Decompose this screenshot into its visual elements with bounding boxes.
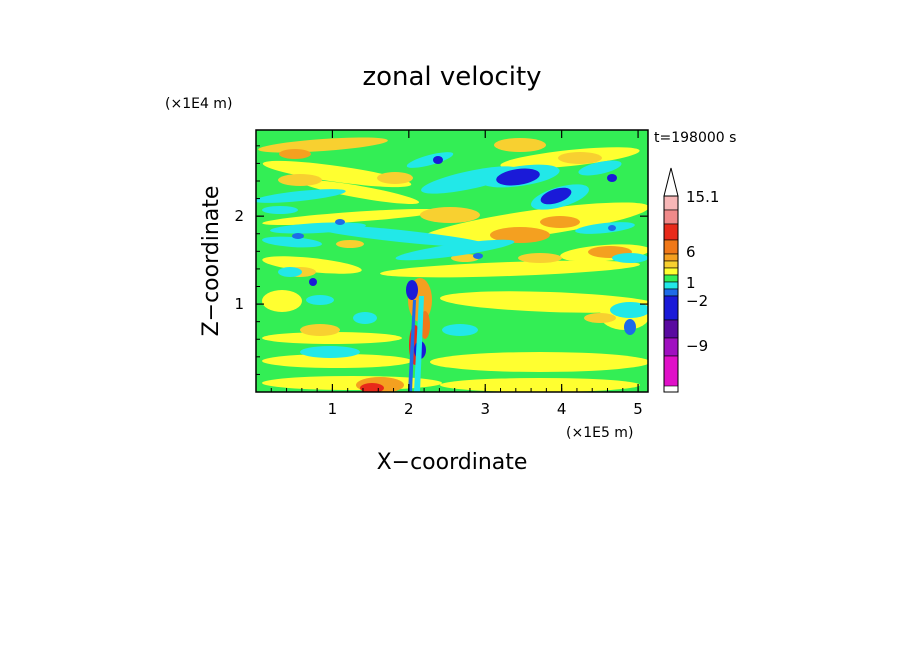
wave-streak bbox=[408, 300, 416, 392]
warm-core bbox=[558, 152, 602, 164]
colorbar-level bbox=[663, 281, 679, 290]
warm-core bbox=[336, 240, 364, 248]
blue-core bbox=[540, 187, 572, 205]
colorbar-level bbox=[663, 337, 679, 357]
velocity-field bbox=[256, 130, 648, 392]
cyan-band bbox=[442, 324, 478, 336]
yellow-band bbox=[421, 202, 648, 244]
blue-core bbox=[292, 233, 304, 239]
colorbar-tick-label: −2 bbox=[686, 292, 708, 310]
blue-core bbox=[406, 280, 418, 300]
colorbar-top-arrow bbox=[663, 167, 679, 197]
yellow-band bbox=[262, 332, 402, 344]
yellow-band bbox=[262, 208, 442, 226]
blue-core bbox=[607, 174, 617, 182]
colorbar-level bbox=[663, 267, 679, 276]
yellow-band bbox=[440, 378, 640, 392]
colorbar-frame bbox=[663, 195, 679, 393]
yellow-band bbox=[262, 256, 362, 274]
blue-core bbox=[433, 156, 443, 164]
warm-core bbox=[278, 174, 322, 186]
cyan-band bbox=[575, 222, 635, 234]
blue-core bbox=[608, 225, 616, 231]
colorbar-tick-label: −9 bbox=[686, 337, 708, 355]
cyan-band bbox=[300, 346, 360, 358]
plot-frame bbox=[255, 129, 649, 393]
blue-core bbox=[309, 278, 317, 286]
cyan-band bbox=[406, 152, 454, 168]
colorbar-level bbox=[663, 223, 679, 241]
colorbar-level bbox=[663, 319, 679, 339]
wave-streak bbox=[414, 296, 424, 392]
colorbar: 15.1 6 1−2 −9 bbox=[663, 167, 719, 393]
cyan-band bbox=[256, 189, 346, 203]
cyan-band bbox=[612, 253, 648, 263]
warm-core bbox=[490, 227, 550, 243]
yellow-band bbox=[430, 352, 648, 372]
x-tick-label: 1 bbox=[328, 400, 338, 418]
warm-core bbox=[518, 253, 562, 263]
x-axis-label: X−coordinate bbox=[377, 450, 528, 475]
warm-core bbox=[420, 207, 480, 223]
colorbar-level bbox=[663, 209, 679, 225]
x-tick-label: 5 bbox=[633, 400, 643, 418]
y-unit-label: (×1E4 m) bbox=[165, 96, 232, 112]
colorbar-level bbox=[663, 260, 679, 269]
colorbar-level bbox=[663, 295, 679, 321]
yellow-band bbox=[262, 290, 302, 312]
warm-core bbox=[540, 216, 580, 228]
cyan-band bbox=[610, 302, 648, 318]
cyan-band bbox=[262, 206, 298, 214]
colorbar-level bbox=[663, 355, 679, 387]
colorbar-tick-label: 6 bbox=[686, 243, 696, 261]
cyan-band bbox=[353, 312, 377, 324]
warm-core bbox=[451, 254, 479, 262]
yellow-band bbox=[262, 354, 412, 368]
x-tick-label: 2 bbox=[404, 400, 414, 418]
x-tick-label: 4 bbox=[557, 400, 567, 418]
y-tick-label: 1 bbox=[234, 295, 244, 313]
cyan-band bbox=[262, 236, 322, 248]
yellow-band bbox=[262, 160, 412, 188]
y-tick-label: 2 bbox=[234, 207, 244, 225]
colorbar-level bbox=[663, 253, 679, 262]
blue-core bbox=[496, 168, 540, 186]
blue-core bbox=[335, 219, 345, 225]
cyan-band bbox=[310, 224, 490, 248]
x-ticks: 1 2 3 4 5 bbox=[270, 130, 643, 418]
warm-core bbox=[377, 172, 413, 184]
colorbar-level bbox=[663, 195, 679, 211]
warm-core bbox=[584, 313, 616, 323]
blue-core bbox=[473, 253, 483, 259]
colorbar-tick-label: 15.1 bbox=[686, 188, 719, 206]
y-ticks: 12 bbox=[234, 145, 648, 375]
warm-core bbox=[279, 149, 311, 159]
y-axis-label: Z−coordinate bbox=[199, 186, 224, 337]
x-tick-label: 3 bbox=[480, 400, 490, 418]
cyan-band bbox=[278, 267, 302, 277]
warm-core bbox=[494, 138, 546, 152]
x-unit-label: (×1E5 m) bbox=[566, 425, 633, 441]
yellow-band bbox=[380, 260, 640, 278]
colorbar-tick-label: 1 bbox=[686, 274, 696, 292]
warm-core bbox=[300, 324, 340, 336]
colorbar-level bbox=[663, 274, 679, 283]
cyan-band bbox=[395, 239, 515, 261]
chart-title: zonal velocity bbox=[362, 62, 541, 92]
time-label: t=198000 s bbox=[654, 130, 736, 146]
yellow-band bbox=[300, 180, 420, 204]
cyan-band bbox=[578, 160, 622, 176]
colorbar-level bbox=[663, 239, 679, 255]
blue-core bbox=[624, 319, 636, 335]
cyan-band bbox=[306, 295, 334, 305]
yellow-band bbox=[258, 137, 388, 153]
colorbar-level bbox=[663, 288, 679, 297]
